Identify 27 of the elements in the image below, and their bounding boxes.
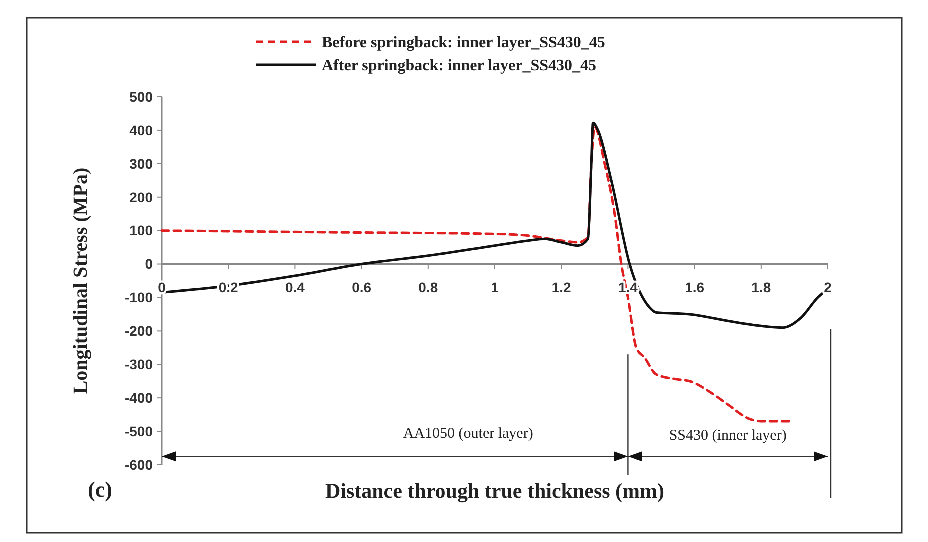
y-tick-label: 200	[130, 189, 154, 206]
annotation: AA1050 (outer layer)	[403, 426, 534, 442]
y-tick-label: 0	[145, 256, 154, 272]
x-tick-label: 1.2	[552, 279, 572, 296]
y-tick-label: -100	[124, 290, 154, 306]
x-tick-label: 1.4	[618, 279, 638, 296]
y-tick-label: 400	[130, 122, 154, 138]
y-tick-label: -600	[124, 456, 154, 473]
legend-label: After springback: inner layer_SS430_45	[322, 58, 597, 75]
x-tick-label: 0.8	[418, 279, 438, 296]
x-tick-label: 0.6	[352, 279, 372, 296]
x-tick-label: 0.4	[285, 279, 306, 296]
y-tick-label: -400	[124, 390, 154, 406]
x-tick-label: 1.8	[752, 279, 772, 296]
x-tick-label: 1	[491, 279, 500, 296]
y-tick-label: -500	[124, 423, 154, 440]
y-tick-label: -200	[124, 323, 154, 340]
x-tick-label: 1.6	[685, 279, 705, 296]
text: (c)	[88, 477, 112, 502]
y-tick-label: 500	[130, 88, 154, 105]
y-tick-label: 100	[130, 222, 154, 239]
y-axis-title: Longitudinal Stress (MPa)	[70, 168, 92, 394]
legend-label: Before springback: inner layer_SS430_45	[322, 34, 606, 52]
x-axis-title: Distance through true thickness (mm)	[325, 479, 665, 503]
y-tick-label: 300	[130, 156, 154, 172]
y-tick-label: -300	[124, 356, 154, 373]
annotation: SS430 (inner layer)	[669, 428, 787, 444]
